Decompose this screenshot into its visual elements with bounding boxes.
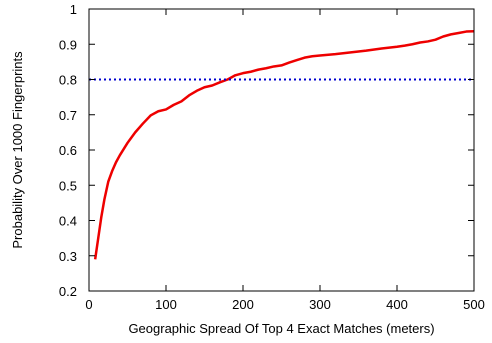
x-tick-label: 0 xyxy=(85,297,92,312)
y-tick-label: 0.9 xyxy=(59,37,77,52)
y-tick-label: 0.8 xyxy=(59,73,77,88)
x-tick-label: 300 xyxy=(309,297,331,312)
y-tick-label: 0.5 xyxy=(59,178,77,193)
y-axis-title: Probability Over 1000 Fingerprints xyxy=(10,51,25,249)
y-tick-label: 1 xyxy=(70,2,77,17)
y-tick-label: 0.7 xyxy=(59,108,77,123)
y-tick-label: 0.4 xyxy=(59,214,77,229)
ticks-layer: 0 100 200 300 400 500 0.2 0.3 0.4 0.5 0.6 0.7 0.8 0.9… xyxy=(59,2,485,312)
y-tick-label: 0.3 xyxy=(59,249,77,264)
x-tick-label: 500 xyxy=(463,297,485,312)
x-tick-label: 400 xyxy=(386,297,408,312)
plot-frame xyxy=(88,8,475,292)
x-tick-label: 200 xyxy=(232,297,254,312)
series-line xyxy=(93,29,475,260)
x-axis-title: Geographic Spread Of Top 4 Exact Matches… xyxy=(128,321,434,336)
x-tick-label: 100 xyxy=(155,297,177,312)
series-layer xyxy=(89,29,475,260)
y-tick-label: 0.2 xyxy=(59,284,77,299)
y-tick-label: 0.6 xyxy=(59,143,77,158)
